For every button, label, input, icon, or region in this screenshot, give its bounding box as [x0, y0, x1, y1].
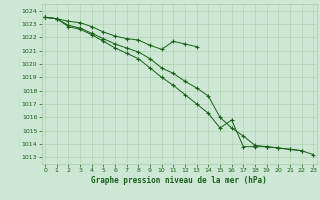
X-axis label: Graphe pression niveau de la mer (hPa): Graphe pression niveau de la mer (hPa) — [91, 176, 267, 185]
